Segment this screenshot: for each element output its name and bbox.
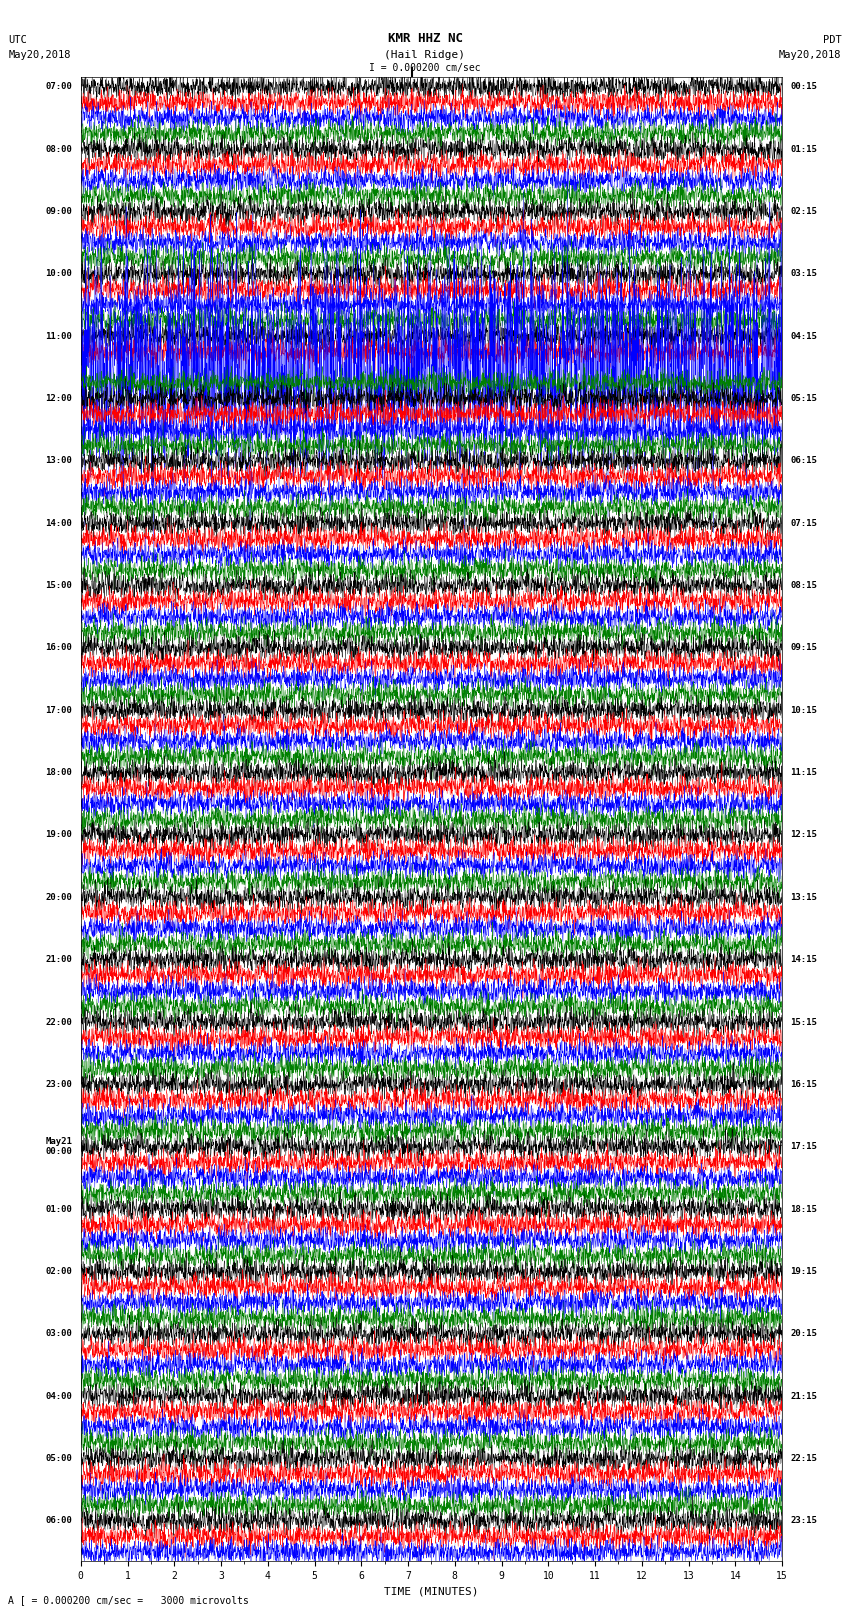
Text: 05:00: 05:00 xyxy=(45,1453,72,1463)
Text: 13:15: 13:15 xyxy=(790,894,818,902)
Text: 09:00: 09:00 xyxy=(45,206,72,216)
Text: 23:00: 23:00 xyxy=(45,1079,72,1089)
Text: 08:00: 08:00 xyxy=(45,145,72,153)
Text: May20,2018: May20,2018 xyxy=(8,50,71,60)
Text: 15:15: 15:15 xyxy=(790,1018,818,1026)
Text: 12:15: 12:15 xyxy=(790,831,818,839)
Text: 18:15: 18:15 xyxy=(790,1205,818,1213)
Text: 03:15: 03:15 xyxy=(790,269,818,279)
Text: I = 0.000200 cm/sec: I = 0.000200 cm/sec xyxy=(369,63,481,73)
Text: 00:15: 00:15 xyxy=(790,82,818,92)
Text: 13:00: 13:00 xyxy=(45,456,72,466)
Text: 04:00: 04:00 xyxy=(45,1392,72,1400)
Text: PDT: PDT xyxy=(823,35,842,45)
Text: 08:15: 08:15 xyxy=(790,581,818,590)
Text: 19:15: 19:15 xyxy=(790,1266,818,1276)
Text: 04:15: 04:15 xyxy=(790,332,818,340)
Text: 22:00: 22:00 xyxy=(45,1018,72,1026)
Text: 22:15: 22:15 xyxy=(790,1453,818,1463)
Text: 18:00: 18:00 xyxy=(45,768,72,777)
Text: 06:00: 06:00 xyxy=(45,1516,72,1526)
Text: 23:15: 23:15 xyxy=(790,1516,818,1526)
Text: 01:00: 01:00 xyxy=(45,1205,72,1213)
Text: 12:00: 12:00 xyxy=(45,394,72,403)
Text: May20,2018: May20,2018 xyxy=(779,50,842,60)
Text: 07:00: 07:00 xyxy=(45,82,72,92)
Text: 17:00: 17:00 xyxy=(45,706,72,715)
Text: 14:00: 14:00 xyxy=(45,519,72,527)
Text: 10:15: 10:15 xyxy=(790,706,818,715)
Text: 11:15: 11:15 xyxy=(790,768,818,777)
X-axis label: TIME (MINUTES): TIME (MINUTES) xyxy=(384,1587,479,1597)
Text: UTC: UTC xyxy=(8,35,27,45)
Text: 14:15: 14:15 xyxy=(790,955,818,965)
Text: 09:15: 09:15 xyxy=(790,644,818,652)
Text: (Hail Ridge): (Hail Ridge) xyxy=(384,50,466,60)
Text: 03:00: 03:00 xyxy=(45,1329,72,1339)
Text: 17:15: 17:15 xyxy=(790,1142,818,1152)
Text: 16:00: 16:00 xyxy=(45,644,72,652)
Text: 06:15: 06:15 xyxy=(790,456,818,466)
Text: 05:15: 05:15 xyxy=(790,394,818,403)
Text: 01:15: 01:15 xyxy=(790,145,818,153)
Text: 11:00: 11:00 xyxy=(45,332,72,340)
Text: 20:15: 20:15 xyxy=(790,1329,818,1339)
Text: 21:15: 21:15 xyxy=(790,1392,818,1400)
Text: A [ = 0.000200 cm/sec =   3000 microvolts: A [ = 0.000200 cm/sec = 3000 microvolts xyxy=(8,1595,249,1605)
Text: 07:15: 07:15 xyxy=(790,519,818,527)
Text: May21
00:00: May21 00:00 xyxy=(45,1137,72,1157)
Text: 02:00: 02:00 xyxy=(45,1266,72,1276)
Text: KMR HHZ NC: KMR HHZ NC xyxy=(388,32,462,45)
Text: 16:15: 16:15 xyxy=(790,1079,818,1089)
Text: 10:00: 10:00 xyxy=(45,269,72,279)
Text: 21:00: 21:00 xyxy=(45,955,72,965)
Text: 19:00: 19:00 xyxy=(45,831,72,839)
Text: 15:00: 15:00 xyxy=(45,581,72,590)
Text: 20:00: 20:00 xyxy=(45,894,72,902)
Text: 02:15: 02:15 xyxy=(790,206,818,216)
